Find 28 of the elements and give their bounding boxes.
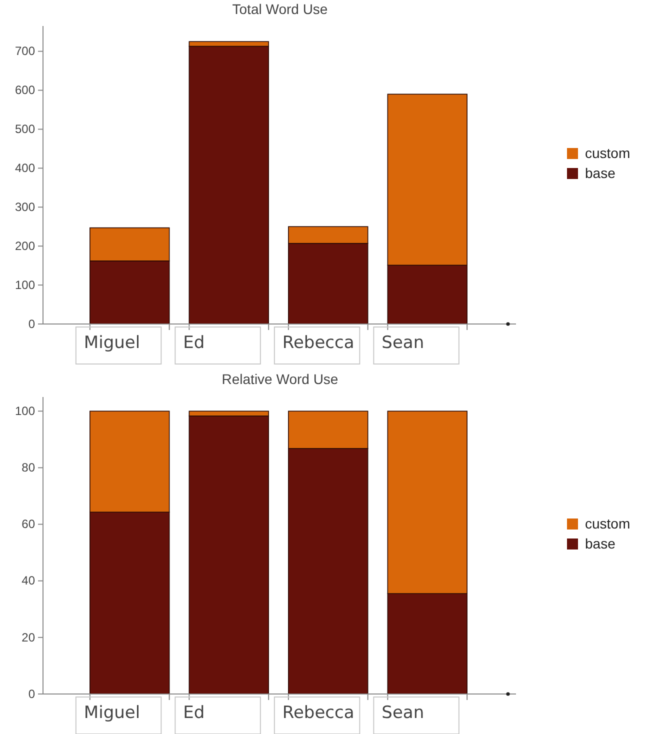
y-tick-label: 700 [14,44,36,58]
x-tick-label: Sean [382,703,424,723]
y-tick-label: 20 [22,630,36,644]
y-tick-label: 200 [14,238,36,253]
y-tick-label: 100 [14,278,36,292]
legend-label: custom [585,145,630,161]
x-tick-label: Rebecca [282,333,354,353]
y-tick-label: 100 [14,404,36,418]
chart-title: Relative Word Use [222,371,338,387]
y-tick-label: 0 [28,316,36,331]
x-tick-label: Miguel [84,333,140,353]
x-tick-label: Ed [183,333,205,353]
text: base [585,536,616,552]
y-tick-label: 500 [14,122,36,136]
x-tick-label: Rebecca [282,703,354,723]
y-tick-label: 400 [14,161,36,176]
x-tick-label: Ed [183,703,205,723]
y-tick-label: 600 [14,83,36,98]
y-tick-label: 0 [28,686,36,701]
legend-label: custom [585,516,630,532]
x-tick-label: Sean [382,333,424,353]
y-tick-label: 300 [14,200,36,214]
legend-label: base [585,165,616,181]
x-tick-label: Miguel [84,703,140,723]
y-tick-label: 80 [22,460,36,475]
y-tick-label: 40 [22,574,36,588]
chart-title: Total Word Use [232,1,328,17]
y-tick-label: 60 [22,517,36,532]
